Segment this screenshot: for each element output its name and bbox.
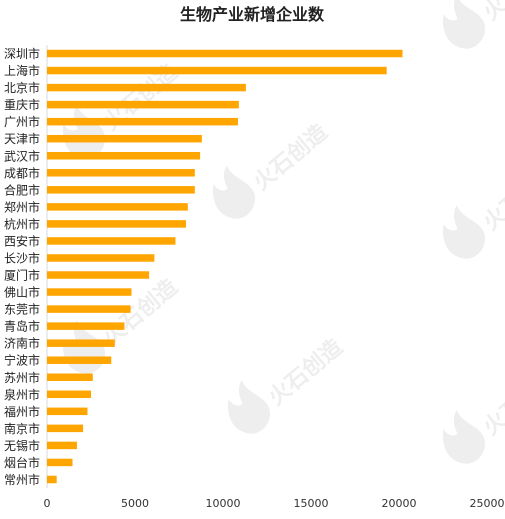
category-label: 泉州市 (4, 387, 40, 402)
x-tick-label: 0 (44, 497, 51, 510)
bar (47, 134, 202, 143)
category-label: 广州市 (4, 114, 40, 129)
flame-icon (443, 205, 486, 259)
category-label: 长沙市 (4, 250, 40, 265)
flame-icon (213, 165, 256, 219)
category-label: 厦门市 (4, 268, 40, 283)
watermark-text: 火石创造 (249, 120, 332, 196)
bar (47, 390, 91, 399)
category-label: 合肥市 (4, 182, 40, 197)
category-label: 郑州市 (4, 199, 40, 214)
bar (47, 356, 112, 364)
bar (47, 169, 195, 177)
bar (47, 83, 246, 92)
bar (47, 254, 155, 262)
category-label: 常州市 (4, 472, 40, 487)
bar (47, 271, 150, 279)
category-label: 南京市 (4, 421, 40, 436)
x-tick-label: 20000 (382, 497, 417, 510)
category-label: 东莞市 (4, 302, 40, 317)
category-label: 上海市 (4, 63, 40, 78)
watermark-text: 火石创造 (264, 335, 347, 411)
watermark-logo: 火石创造 (443, 365, 505, 464)
flame-icon (443, 410, 486, 464)
bar (47, 203, 188, 211)
category-label: 济南市 (4, 336, 40, 351)
flame-icon (228, 380, 271, 434)
bar (47, 339, 115, 347)
bars-group (47, 49, 403, 484)
bar (47, 373, 93, 381)
bar (47, 424, 84, 433)
watermark-text: 火石创造 (479, 365, 505, 441)
category-label: 无锡市 (4, 438, 40, 453)
category-label: 西安市 (4, 233, 40, 248)
bar (47, 220, 187, 228)
bar (47, 66, 387, 75)
category-label: 天津市 (4, 131, 40, 146)
bar (47, 288, 132, 296)
bar (47, 100, 239, 109)
category-label: 成都市 (4, 165, 40, 180)
bar (47, 305, 131, 313)
bar (47, 322, 125, 330)
bar (47, 458, 73, 467)
category-label: 烟台市 (4, 455, 40, 470)
watermark-logo: 火石创造 (443, 0, 505, 49)
bar (47, 152, 201, 160)
bar (47, 186, 195, 194)
x-tick-label: 10000 (206, 497, 241, 510)
watermark-logo: 火石创造 (443, 160, 505, 259)
category-label: 杭州市 (4, 216, 40, 231)
x-tick-label: 25000 (470, 497, 505, 510)
x-tick-label: 5000 (121, 497, 149, 510)
category-label: 福州市 (4, 404, 40, 419)
category-label: 青岛市 (4, 319, 40, 334)
category-label: 苏州市 (4, 370, 40, 385)
chart-title: 生物产业新增企业数 (180, 5, 325, 24)
category-label: 重庆市 (4, 97, 40, 112)
category-labels: 深圳市上海市北京市重庆市广州市天津市武汉市成都市合肥市郑州市杭州市西安市长沙市厦… (4, 46, 40, 487)
bar (47, 237, 176, 245)
flame-icon (443, 0, 486, 49)
bar (47, 117, 238, 126)
flame-icon (63, 105, 106, 159)
bar (47, 49, 403, 58)
bar (47, 441, 77, 450)
category-label: 佛山市 (4, 285, 40, 300)
category-label: 武汉市 (4, 148, 40, 163)
category-label: 北京市 (4, 80, 40, 95)
bar (47, 407, 88, 416)
watermark-logo: 火石创造 (228, 335, 348, 434)
x-tick-labels: 0 5000 10000 15000 20000 25000 (44, 497, 505, 510)
watermark-text: 火石创造 (479, 160, 505, 236)
bar (47, 475, 57, 484)
category-label: 宁波市 (4, 353, 40, 368)
x-tick-label: 15000 (294, 497, 329, 510)
category-label: 深圳市 (4, 46, 40, 61)
